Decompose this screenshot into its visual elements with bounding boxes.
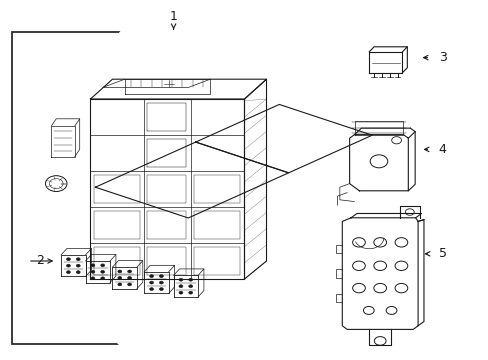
Text: 5: 5 (438, 247, 446, 260)
Circle shape (188, 291, 192, 294)
Circle shape (159, 275, 163, 278)
Circle shape (149, 281, 153, 284)
FancyBboxPatch shape (98, 0, 412, 360)
Text: 1: 1 (169, 10, 177, 23)
Circle shape (127, 270, 131, 273)
Circle shape (91, 270, 95, 273)
Circle shape (159, 288, 163, 291)
Circle shape (118, 283, 122, 286)
Circle shape (149, 275, 153, 278)
Circle shape (188, 285, 192, 288)
Circle shape (179, 285, 183, 288)
Circle shape (149, 288, 153, 291)
Bar (12, 32, 327, 344)
Circle shape (101, 270, 104, 273)
Circle shape (76, 264, 80, 267)
Text: 4: 4 (438, 143, 446, 156)
Circle shape (66, 271, 70, 274)
Circle shape (188, 278, 192, 281)
Circle shape (179, 278, 183, 281)
Circle shape (91, 264, 95, 267)
Circle shape (179, 291, 183, 294)
Circle shape (101, 277, 104, 280)
Circle shape (127, 276, 131, 279)
Circle shape (118, 276, 122, 279)
Text: 3: 3 (438, 51, 446, 64)
Bar (205, 207, 266, 279)
Circle shape (101, 264, 104, 267)
Circle shape (159, 281, 163, 284)
Circle shape (66, 258, 70, 261)
Circle shape (91, 277, 95, 280)
Text: 2: 2 (36, 255, 44, 267)
Circle shape (66, 264, 70, 267)
Circle shape (127, 283, 131, 286)
Circle shape (118, 270, 122, 273)
Circle shape (76, 271, 80, 274)
Circle shape (76, 258, 80, 261)
